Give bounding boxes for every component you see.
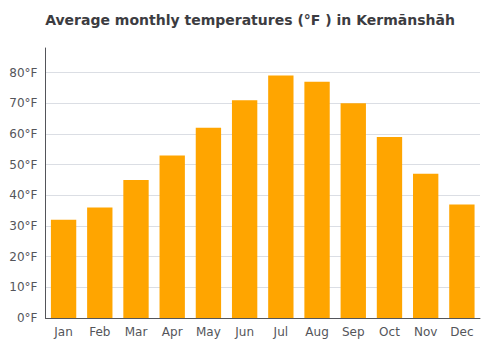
svg-text:Mar: Mar <box>125 325 148 339</box>
svg-text:Aug: Aug <box>305 325 328 339</box>
svg-text:50°F: 50°F <box>9 158 37 172</box>
svg-text:Sep: Sep <box>342 325 365 339</box>
svg-text:Jun: Jun <box>234 325 254 339</box>
svg-text:Nov: Nov <box>414 325 437 339</box>
svg-text:Apr: Apr <box>162 325 183 339</box>
svg-text:Jul: Jul <box>273 325 288 339</box>
svg-text:Average monthly temperatures (: Average monthly temperatures (°F ) in Ke… <box>45 12 455 28</box>
svg-text:0°F: 0°F <box>17 311 38 325</box>
svg-text:30°F: 30°F <box>9 219 37 233</box>
svg-text:40°F: 40°F <box>9 188 37 202</box>
svg-text:80°F: 80°F <box>9 66 37 80</box>
svg-text:Feb: Feb <box>89 325 110 339</box>
svg-text:Dec: Dec <box>450 325 473 339</box>
svg-text:20°F: 20°F <box>9 250 37 264</box>
svg-text:60°F: 60°F <box>9 127 37 141</box>
svg-text:Jan: Jan <box>53 325 72 339</box>
svg-text:70°F: 70°F <box>9 96 37 110</box>
svg-text:10°F: 10°F <box>9 280 37 294</box>
svg-text:May: May <box>196 325 221 339</box>
svg-text:Oct: Oct <box>379 325 400 339</box>
